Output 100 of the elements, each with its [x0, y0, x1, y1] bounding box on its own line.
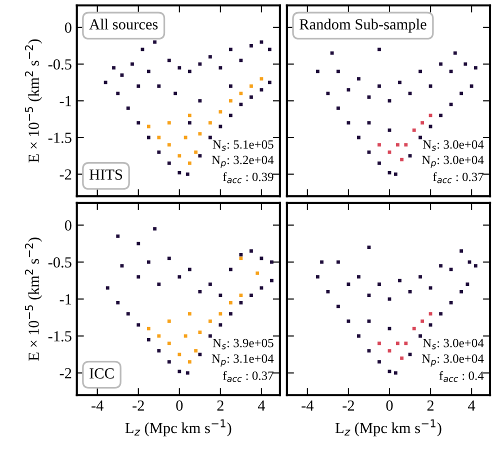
point — [239, 301, 243, 304]
point — [198, 154, 202, 158]
point — [250, 249, 253, 253]
point — [106, 286, 110, 290]
point — [367, 95, 371, 99]
point — [198, 290, 202, 294]
point — [250, 84, 253, 88]
point — [157, 334, 161, 338]
x-tick-label: 2 — [217, 400, 224, 411]
point — [208, 136, 212, 140]
point — [146, 70, 150, 74]
point — [460, 92, 463, 96]
x-tick-label: 4 — [468, 400, 476, 411]
point — [346, 282, 350, 286]
point — [188, 360, 192, 364]
point — [418, 334, 422, 338]
point — [256, 271, 260, 275]
point — [408, 154, 412, 158]
y-tick-label: -2 — [60, 368, 72, 378]
point — [367, 246, 371, 249]
point — [178, 370, 182, 374]
annotation: f$_{acc}$ : 0.39 — [222, 172, 274, 184]
point — [239, 294, 243, 298]
x-tick-label: 0 — [176, 400, 183, 411]
point — [388, 326, 392, 330]
point — [229, 268, 232, 272]
point — [208, 320, 212, 323]
point — [408, 290, 412, 294]
point — [178, 275, 182, 279]
point — [167, 58, 171, 62]
point — [378, 282, 381, 286]
point — [378, 342, 381, 346]
annotation: N$_{s}$: 5.1e+05 — [212, 140, 274, 151]
point — [208, 121, 212, 125]
point — [229, 84, 232, 88]
point — [396, 143, 400, 147]
point — [146, 326, 150, 330]
point — [439, 312, 442, 316]
point — [388, 99, 392, 102]
point — [316, 70, 320, 74]
point — [136, 275, 140, 279]
point — [146, 136, 150, 140]
point — [460, 249, 463, 253]
point — [398, 278, 402, 282]
y-tick-label: 0 — [64, 22, 72, 33]
point — [400, 158, 404, 162]
point — [378, 84, 381, 88]
point — [174, 92, 178, 96]
point — [188, 312, 192, 316]
point — [208, 282, 212, 286]
point — [346, 88, 350, 92]
point — [428, 312, 432, 316]
point — [157, 136, 161, 140]
point — [336, 304, 340, 308]
point — [439, 62, 442, 66]
point — [116, 234, 120, 238]
point — [239, 256, 243, 260]
point — [198, 62, 202, 66]
y-tick-label: -1 — [60, 294, 72, 304]
point — [474, 264, 478, 268]
point — [120, 264, 124, 268]
point — [198, 330, 202, 334]
point — [460, 290, 463, 294]
point — [112, 66, 116, 70]
point — [184, 334, 188, 338]
point — [394, 371, 398, 375]
point — [470, 84, 474, 88]
point — [420, 320, 424, 323]
point — [167, 256, 171, 260]
point — [167, 143, 171, 147]
point — [239, 252, 243, 256]
point — [336, 260, 340, 264]
point — [104, 80, 108, 84]
point — [260, 40, 264, 44]
point — [418, 70, 422, 74]
x-axis-title: L$_{z}$ (Mpc km s$^{−1}$) — [335, 419, 442, 436]
point — [260, 286, 264, 290]
point — [229, 312, 232, 316]
point — [388, 150, 392, 154]
point — [136, 242, 140, 246]
point — [178, 66, 182, 70]
point — [178, 171, 182, 174]
point — [130, 62, 134, 66]
point — [250, 44, 253, 48]
point — [330, 51, 334, 55]
point — [449, 301, 453, 304]
text: All sources — [89, 18, 158, 30]
point — [439, 264, 442, 268]
point — [250, 95, 253, 99]
point — [229, 99, 232, 102]
point — [167, 121, 171, 125]
point — [229, 48, 232, 52]
point — [418, 275, 422, 279]
annotation: f$_{acc}$ : 0.37 — [222, 370, 274, 382]
x-axis-title: L$_{z}$ (Mpc km s$^{−1}$) — [125, 419, 232, 436]
point — [439, 114, 442, 118]
point — [336, 106, 340, 110]
annotation: N$_{s}$: 3.0e+04 — [422, 140, 484, 151]
point — [400, 356, 404, 360]
point — [378, 161, 381, 165]
